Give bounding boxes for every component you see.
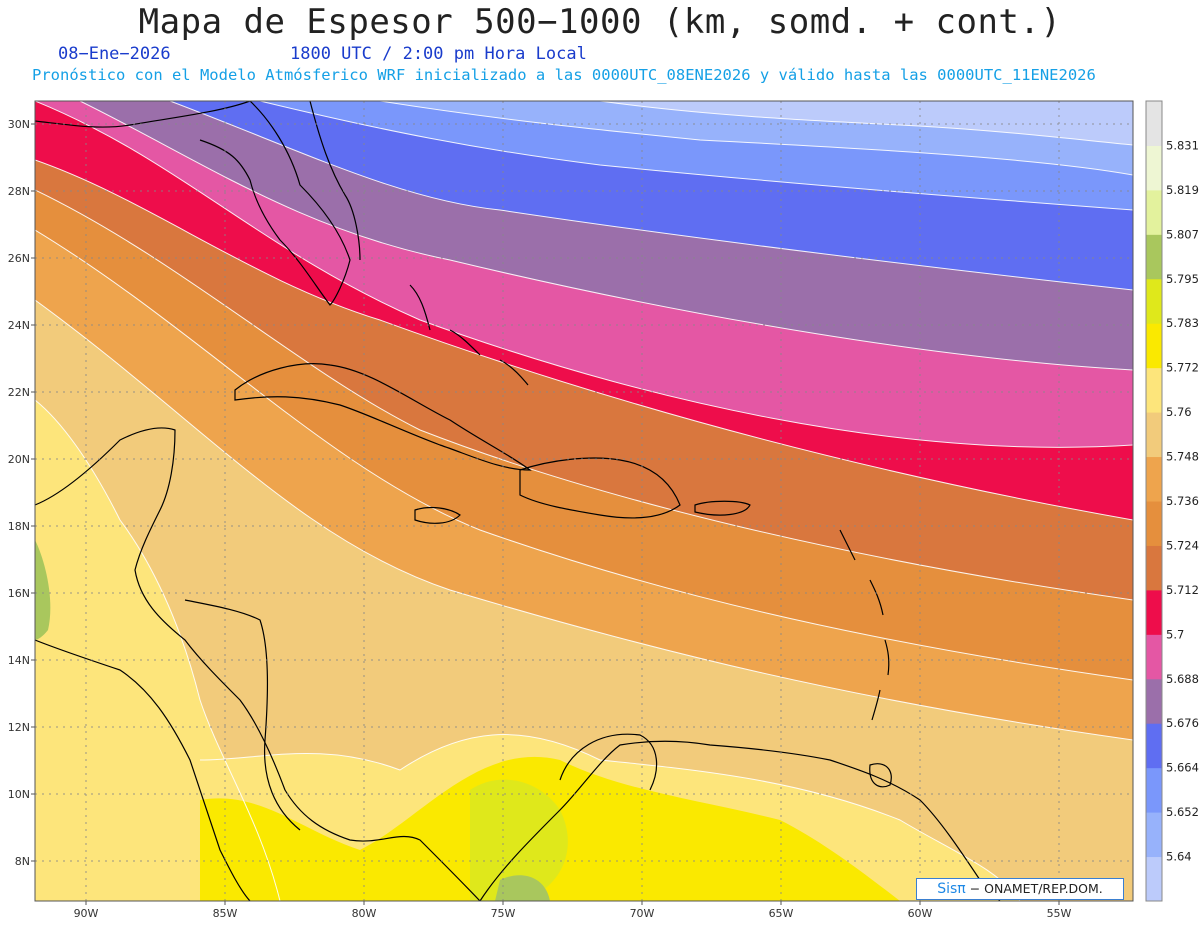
lat-label: 30N (8, 118, 30, 131)
colorbar: 5.64 5.652 5.664 5.676 5.688 5.7 5.712 5.724 5.7… (1145, 100, 1199, 902)
colorbar-swatch (1146, 634, 1162, 680)
lon-label: 90W (74, 907, 99, 920)
colorbar-label: 5.652 (1166, 805, 1199, 819)
lon-labels: 90W 85W 80W 75W 70W 65W 60W 55W (74, 907, 1072, 920)
lat-label: 12N (8, 721, 30, 734)
colorbar-label: 5.807 (1166, 227, 1199, 241)
colorbar-swatch (1146, 189, 1162, 235)
colorbar-label: 5.676 (1166, 716, 1199, 730)
colorbar-swatch (1146, 767, 1162, 813)
lon-label: 60W (908, 907, 933, 920)
coastlines (35, 101, 1001, 901)
lon-label: 55W (1047, 907, 1072, 920)
credit-text: − ONAMET/REP.DOM. (965, 881, 1103, 896)
colorbar-label: 5.724 (1166, 538, 1199, 552)
lat-label: 28N (8, 185, 30, 198)
forecast-description: Pronóstico con el Modelo Atmósferico WRF… (32, 66, 1096, 84)
colorbar-frame (1145, 100, 1163, 902)
colorbar-swatch (1146, 278, 1162, 324)
colorbar-swatch (1146, 367, 1162, 413)
lat-label: 10N (8, 788, 30, 801)
lon-label: 80W (352, 907, 377, 920)
green-patch-1 (470, 779, 568, 901)
colorbar-label: 5.819 (1166, 183, 1199, 197)
graticule (35, 101, 1133, 901)
lat-label: 16N (8, 587, 30, 600)
green-patch-3 (495, 875, 550, 901)
colorbar-label: 5.64 (1166, 850, 1192, 864)
lat-ticks (31, 123, 35, 862)
lat-label: 14N (8, 654, 30, 667)
colorbar-label: 5.712 (1166, 583, 1199, 597)
colorbar-label: 5.831 (1166, 138, 1199, 152)
credit-box: Sisπ − ONAMET/REP.DOM. (916, 878, 1124, 900)
colorbar-swatch (1146, 412, 1162, 458)
lon-label: 75W (491, 907, 516, 920)
map-frame (34, 100, 1134, 902)
colorbar-swatch (1146, 101, 1162, 146)
colorbar-swatch (1146, 678, 1162, 724)
sispi-logo: Sisπ (937, 881, 966, 897)
lon-ticks (85, 901, 1060, 905)
lat-label: 20N (8, 453, 30, 466)
colorbar-swatch (1146, 323, 1162, 369)
colorbar-swatch (1146, 589, 1162, 635)
colorbar-label: 5.7 (1166, 627, 1184, 641)
colorbar-swatch (1146, 145, 1162, 191)
thickness-fill-bands (35, 101, 1133, 901)
lat-labels: 30N 28N 26N 24N 22N 20N 18N 16N 14N 12N … (8, 118, 30, 868)
lat-label: 24N (8, 319, 30, 332)
lon-label: 65W (769, 907, 794, 920)
colorbar-swatch (1146, 723, 1162, 769)
colorbar-swatch (1146, 234, 1162, 280)
colorbar-swatch (1146, 545, 1162, 591)
lat-label: 8N (15, 855, 30, 868)
colorbar-swatch (1146, 812, 1162, 858)
map-title: Mapa de Espesor 500−1000 (km, somd. + co… (138, 2, 1062, 42)
forecast-date: 08−Ene−2026 (58, 44, 171, 64)
colorbar-label: 5.795 (1166, 272, 1199, 286)
green-patch-2 (35, 540, 51, 640)
colorbar-swatch (1146, 856, 1162, 902)
colorbar-label: 5.736 (1166, 494, 1199, 508)
colorbar-label: 5.772 (1166, 361, 1199, 375)
lat-label: 18N (8, 520, 30, 533)
colorbar-label: 5.664 (1166, 761, 1199, 775)
colorbar-label: 5.688 (1166, 672, 1199, 686)
forecast-time: 1800 UTC / 2:00 pm Hora Local (290, 44, 587, 64)
lon-label: 85W (213, 907, 238, 920)
lat-label: 22N (8, 386, 30, 399)
colorbar-swatch (1146, 501, 1162, 546)
colorbar-label: 5.76 (1166, 405, 1192, 419)
colorbar-swatch (1146, 456, 1162, 502)
colorbar-label: 5.783 (1166, 316, 1199, 330)
contour-lines (35, 101, 1133, 901)
lon-label: 70W (630, 907, 655, 920)
lat-label: 26N (8, 252, 30, 265)
colorbar-label: 5.748 (1166, 450, 1199, 464)
